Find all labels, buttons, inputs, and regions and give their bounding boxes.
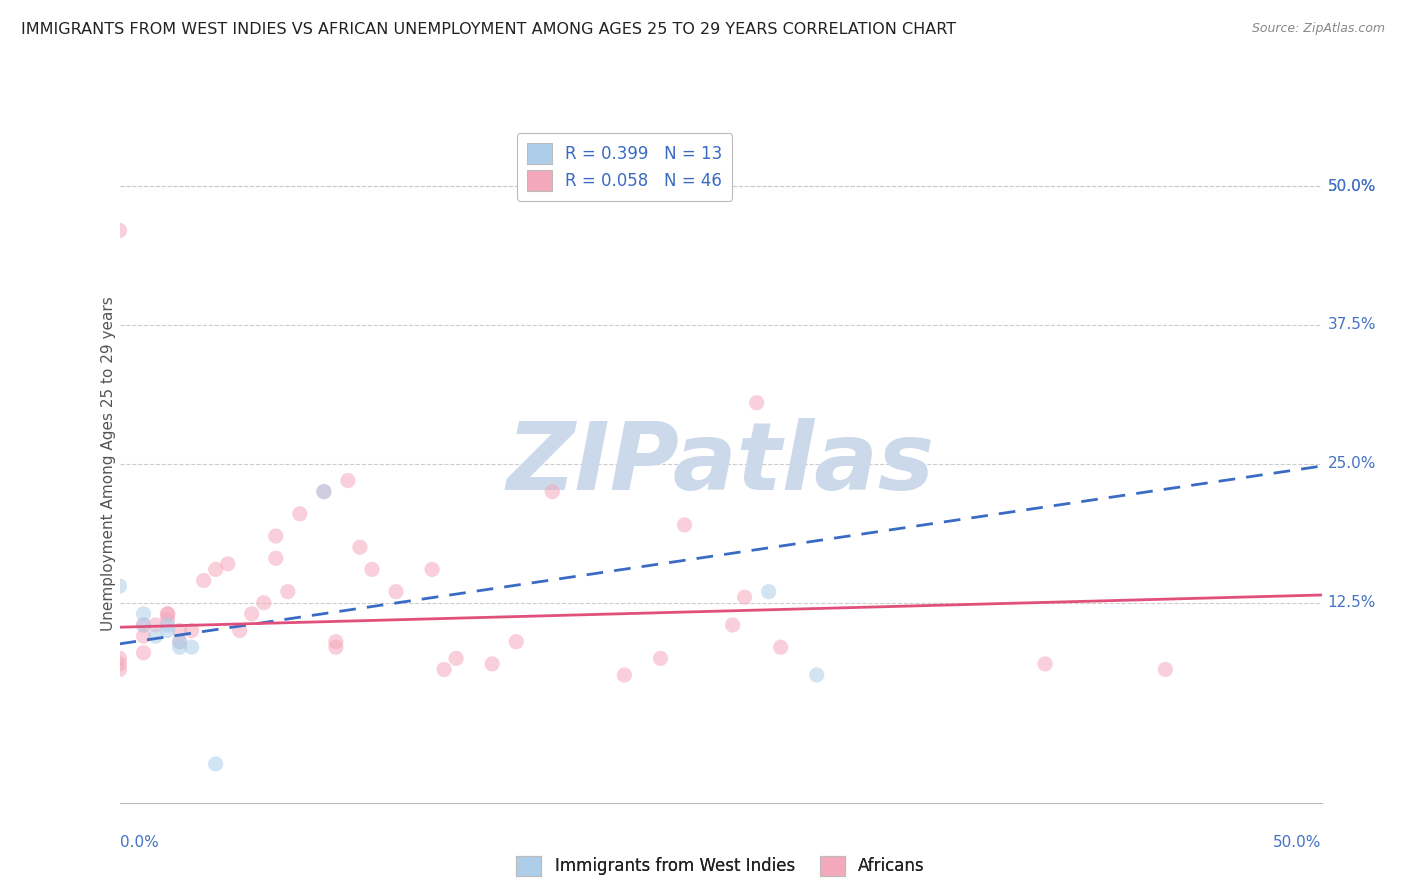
Point (650, 651, 672, 665)
Point (108, 223, 131, 237)
Point (240, 607, 263, 621)
Point (108, 579, 131, 593)
Text: 37.5%: 37.5% (1327, 318, 1376, 333)
Point (349, 540, 371, 554)
Point (156, 624, 179, 638)
Point (758, 584, 780, 599)
Point (481, 657, 503, 671)
Text: 0.0%: 0.0% (120, 836, 159, 850)
Point (132, 618, 155, 632)
Point (325, 634, 347, 648)
Point (613, 668, 636, 682)
Point (145, 618, 167, 632)
Point (721, 618, 744, 632)
Legend: Immigrants from West Indies, Africans: Immigrants from West Indies, Africans (509, 849, 932, 882)
Point (132, 607, 155, 621)
Point (108, 662, 131, 676)
Point (108, 651, 131, 665)
Point (277, 584, 299, 599)
Point (1033, 657, 1056, 671)
Point (156, 612, 179, 626)
Point (132, 646, 155, 660)
Text: 50.0%: 50.0% (1327, 178, 1376, 194)
Point (385, 584, 408, 599)
Point (734, 591, 756, 605)
Point (288, 507, 311, 521)
Point (169, 624, 191, 638)
Point (361, 562, 384, 576)
Point (156, 607, 179, 621)
Point (156, 618, 179, 632)
Point (169, 634, 191, 648)
Text: 50.0%: 50.0% (1274, 836, 1322, 850)
Point (444, 651, 467, 665)
Point (169, 634, 191, 648)
Point (312, 484, 335, 499)
Text: IMMIGRANTS FROM WEST INDIES VS AFRICAN UNEMPLOYMENT AMONG AGES 25 TO 29 YEARS CO: IMMIGRANTS FROM WEST INDIES VS AFRICAN U… (21, 22, 956, 37)
Point (541, 484, 564, 499)
Text: Source: ZipAtlas.com: Source: ZipAtlas.com (1251, 22, 1385, 36)
Point (156, 607, 179, 621)
Text: ZIPatlas: ZIPatlas (506, 417, 935, 510)
Point (204, 562, 226, 576)
Point (1154, 662, 1177, 676)
Point (745, 395, 768, 409)
Point (505, 634, 527, 648)
Point (769, 640, 792, 655)
Point (312, 484, 335, 499)
Y-axis label: Unemployment Among Ages 25 to 29 years: Unemployment Among Ages 25 to 29 years (101, 296, 115, 632)
Point (108, 657, 131, 671)
Point (264, 551, 287, 566)
Point (145, 629, 167, 643)
Text: 25.0%: 25.0% (1327, 457, 1376, 471)
Text: 12.5%: 12.5% (1327, 595, 1376, 610)
Point (180, 640, 202, 655)
Point (806, 668, 828, 682)
Point (217, 557, 239, 571)
Point (264, 529, 287, 543)
Text: 50.0%: 50.0% (1327, 178, 1376, 194)
Point (420, 562, 443, 576)
Point (673, 518, 696, 533)
Point (336, 474, 359, 488)
Point (132, 629, 155, 643)
Point (180, 624, 202, 638)
Point (132, 618, 155, 632)
Point (253, 596, 276, 610)
Point (325, 640, 347, 655)
Point (228, 624, 252, 638)
Point (204, 756, 226, 771)
Point (193, 574, 215, 588)
Point (169, 640, 191, 655)
Point (433, 662, 456, 676)
